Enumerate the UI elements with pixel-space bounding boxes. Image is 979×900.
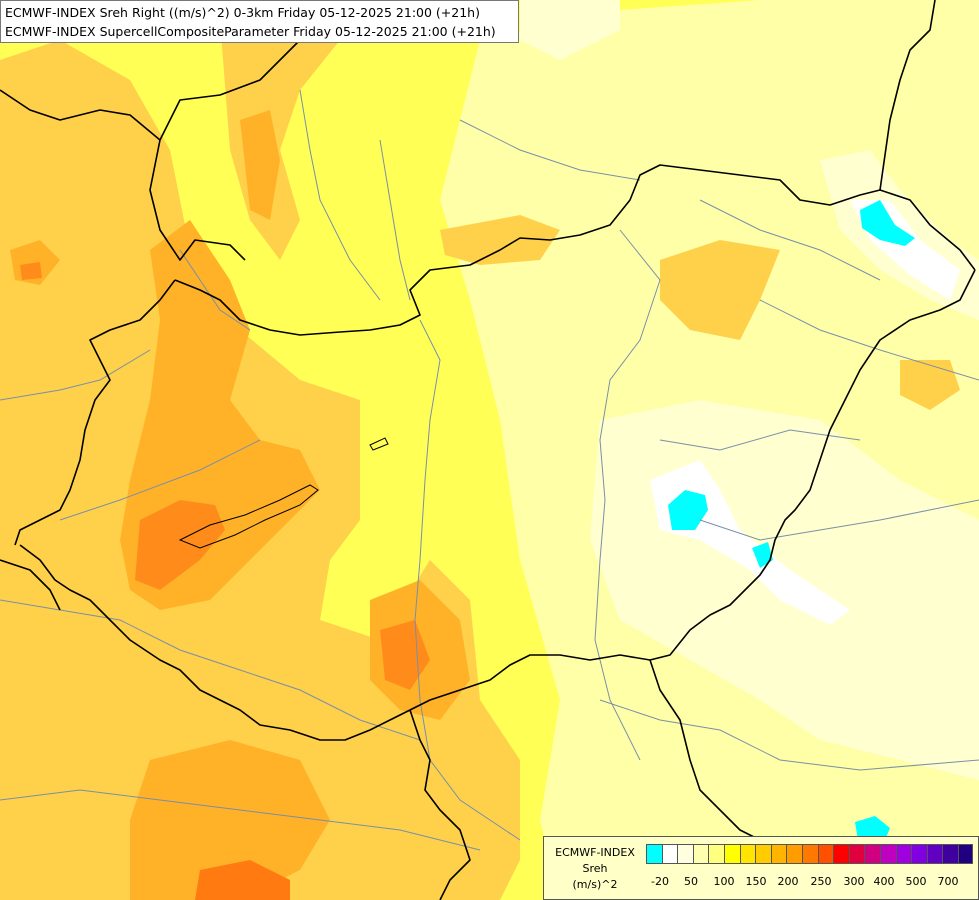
border-austria-hungary bbox=[14, 279, 176, 546]
legend-tick-label: -20 bbox=[651, 875, 669, 888]
river-maros bbox=[699, 499, 979, 541]
legend-tick-label: 700 bbox=[937, 875, 959, 888]
river-n bbox=[459, 119, 641, 181]
legend-tick-label: 400 bbox=[873, 875, 895, 888]
legend-swatch bbox=[911, 844, 927, 864]
field-cyan-ne bbox=[860, 200, 915, 246]
legend-tick-label: 250 bbox=[810, 875, 832, 888]
field-very-pale-north bbox=[520, 0, 620, 60]
border-ne-ukraine bbox=[879, 0, 936, 191]
legend-tick-label: 50 bbox=[684, 875, 698, 888]
legend-swatch bbox=[957, 844, 974, 864]
border-croatia-serbia bbox=[409, 709, 471, 900]
legend-swatch bbox=[646, 844, 662, 864]
river-sava bbox=[0, 789, 481, 851]
river-nw bbox=[0, 349, 151, 401]
legend-color-bar bbox=[646, 844, 974, 866]
lake-balaton bbox=[178, 484, 319, 549]
river-vah bbox=[299, 89, 381, 301]
legend-swatch bbox=[817, 844, 834, 864]
legend-swatch bbox=[895, 844, 912, 864]
legend-swatch bbox=[677, 844, 693, 864]
border-hungary-romania bbox=[649, 269, 976, 661]
legend-swatch bbox=[942, 844, 958, 864]
field-orange-light-north-center bbox=[440, 215, 560, 265]
river-koros bbox=[659, 429, 861, 451]
border-serbia-romania bbox=[649, 659, 761, 841]
legend-swatch bbox=[723, 844, 740, 864]
field-orange-north bbox=[240, 110, 280, 220]
legend-swatch bbox=[755, 844, 771, 864]
legend-unit: (m/s)^2 bbox=[572, 878, 618, 891]
border-czech-slovakia-poland bbox=[0, 89, 246, 261]
river-tisza bbox=[594, 229, 661, 761]
field-orange-dark-west bbox=[135, 500, 225, 590]
legend-tick-label: 300 bbox=[843, 875, 865, 888]
legend-swatch bbox=[739, 844, 756, 864]
river-south bbox=[599, 699, 979, 771]
field-orange-light-ne bbox=[660, 240, 780, 340]
legend-tick-label: 200 bbox=[777, 875, 799, 888]
field-orange-light-east bbox=[900, 360, 960, 410]
border-slovakia-hungary bbox=[174, 164, 976, 336]
legend-swatch bbox=[864, 844, 880, 864]
legend-swatch bbox=[786, 844, 802, 864]
field-orange-dark-sw bbox=[195, 860, 290, 900]
river-ne bbox=[699, 199, 881, 281]
legend-swatch bbox=[661, 844, 678, 864]
title-line-1: ECMWF-INDEX Sreh Right ((m/s)^2) 0-3km F… bbox=[5, 5, 480, 20]
legend-swatch bbox=[879, 844, 896, 864]
lake-small bbox=[369, 437, 389, 451]
river-danube bbox=[414, 319, 521, 841]
legend-swatch bbox=[708, 844, 724, 864]
legend-source: ECMWF-INDEX bbox=[555, 846, 635, 859]
field-orange-dark-spot bbox=[20, 262, 42, 280]
legend-name: Sreh bbox=[582, 862, 608, 875]
legend: ECMWF-INDEX Sreh (m/s)^2 -20 50 100 150 200 2… bbox=[543, 836, 979, 900]
field-cyan-center bbox=[668, 490, 708, 530]
field-orange-dark-south bbox=[380, 620, 430, 690]
river-somes bbox=[759, 299, 979, 381]
rivers bbox=[0, 89, 979, 851]
title-box: ECMWF-INDEX Sreh Right ((m/s)^2) 0-3km F… bbox=[0, 0, 519, 43]
field-cyan-south bbox=[855, 816, 890, 840]
legend-label: ECMWF-INDEX Sreh (m/s)^2 bbox=[548, 845, 642, 893]
legend-swatch bbox=[848, 844, 865, 864]
river-drava bbox=[0, 599, 421, 741]
border-sw bbox=[0, 559, 61, 611]
legend-tick-label: 500 bbox=[905, 875, 927, 888]
field-cyan-se bbox=[752, 542, 773, 568]
legend-swatch bbox=[692, 844, 709, 864]
river-hron bbox=[379, 139, 411, 301]
field-orange-sw bbox=[130, 740, 330, 900]
legend-swatch bbox=[801, 844, 818, 864]
legend-swatch bbox=[926, 844, 943, 864]
title-line-2: ECMWF-INDEX SupercellCompositeParameter … bbox=[5, 24, 496, 39]
legend-tick-label: 100 bbox=[713, 875, 735, 888]
legend-swatch bbox=[770, 844, 787, 864]
border-hungary-serbia bbox=[19, 544, 651, 741]
legend-tick-label: 150 bbox=[745, 875, 767, 888]
river-w bbox=[59, 439, 261, 521]
legend-swatch bbox=[833, 844, 849, 864]
